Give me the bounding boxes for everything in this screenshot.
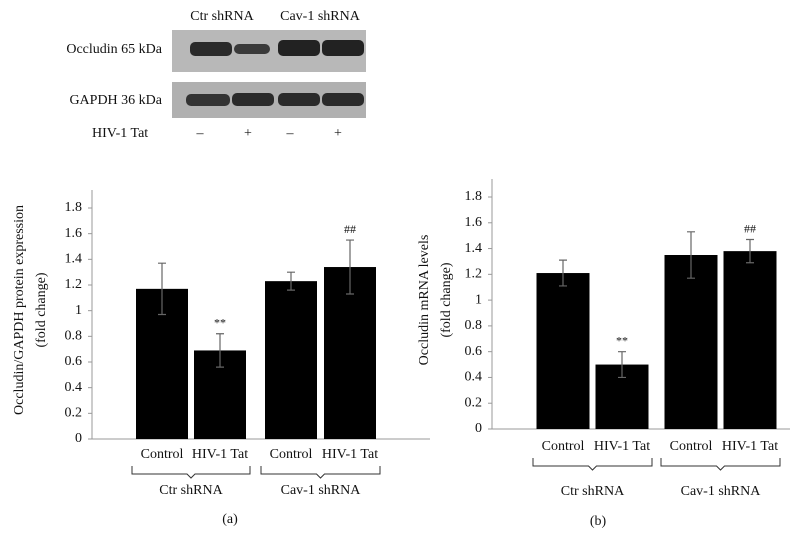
y-tick-label: 1.6 [465,215,483,230]
treatment-sign: – [196,126,205,141]
y-tick-label: 0.8 [465,318,483,333]
y-tick-label: 0.2 [465,395,483,410]
treatment-sign: + [334,126,342,141]
y-axis-label: (fold change) [34,272,49,347]
group-label: Ctr shRNA [561,484,625,499]
group-bracket [131,466,251,479]
error-bar [618,351,626,379]
x-tick-label: Control [141,447,184,462]
y-tick-label: 0.6 [65,354,83,369]
x-tick-label: Control [670,439,713,454]
blot-column-label: Ctr shRNA [190,9,254,24]
x-tick-label: HIV-1 Tat [594,439,650,454]
y-axis-label: Occludin/GAPDH protein expression [12,205,27,415]
y-tick-label: 0.4 [465,370,483,385]
significance-label: ** [214,316,226,330]
error-bar [346,239,354,295]
bar [265,281,317,439]
error-bar [687,231,695,279]
blot-column-label: Cav-1 shRNA [280,9,361,24]
x-tick-label: HIV-1 Tat [322,447,378,462]
y-tick-label: 0.8 [65,329,83,344]
y-tick-label: 0 [475,421,482,436]
y-tick-label: 1 [475,292,482,307]
error-bar [158,262,166,316]
group-bracket [532,458,653,471]
blot-image [172,30,366,118]
group-label: Cav-1 shRNA [281,483,362,498]
group-label: Ctr shRNA [159,483,223,498]
y-tick-label: 0 [75,431,82,446]
y-tick-label: 1.8 [465,189,483,204]
group-label: Cav-1 shRNA [681,484,762,499]
x-tick-label: Control [542,439,585,454]
y-tick-label: 1.6 [65,226,83,241]
group-bracket [660,458,781,471]
y-tick-label: 1.2 [65,277,83,292]
error-bar [559,259,567,287]
panel-label: (b) [590,514,607,529]
x-tick-label: HIV-1 Tat [192,447,248,462]
bar [536,273,590,429]
treatment-sign: + [244,126,252,141]
bar [664,255,718,429]
treatment-label: HIV-1 Tat [92,126,148,141]
y-tick-label: 1.4 [65,252,83,267]
error-bar [216,333,224,368]
significance-label: ## [344,222,356,236]
bar [324,267,376,439]
error-bar [746,238,754,264]
y-tick-label: 1.2 [465,267,483,282]
error-bar [287,271,295,291]
bar [723,251,777,429]
y-tick-label: 0.4 [65,380,83,395]
x-tick-label: Control [270,447,313,462]
y-tick-label: 1 [75,303,82,318]
treatment-sign: – [286,126,295,141]
group-bracket [260,466,381,479]
y-tick-label: 0.2 [65,406,83,421]
y-axis-label: Occludin mRNA levels [417,235,432,366]
significance-label: ** [616,333,628,347]
y-axis-label: (fold change) [439,262,454,337]
blot-row-label: Occludin 65 kDa [66,42,162,57]
significance-label: ## [744,221,756,235]
blot-row-label: GAPDH 36 kDa [69,93,162,108]
panel-label: (a) [222,512,238,527]
x-tick-label: HIV-1 Tat [722,439,778,454]
y-tick-label: 1.4 [465,241,483,256]
y-tick-label: 0.6 [465,344,483,359]
y-tick-label: 1.8 [65,200,83,215]
